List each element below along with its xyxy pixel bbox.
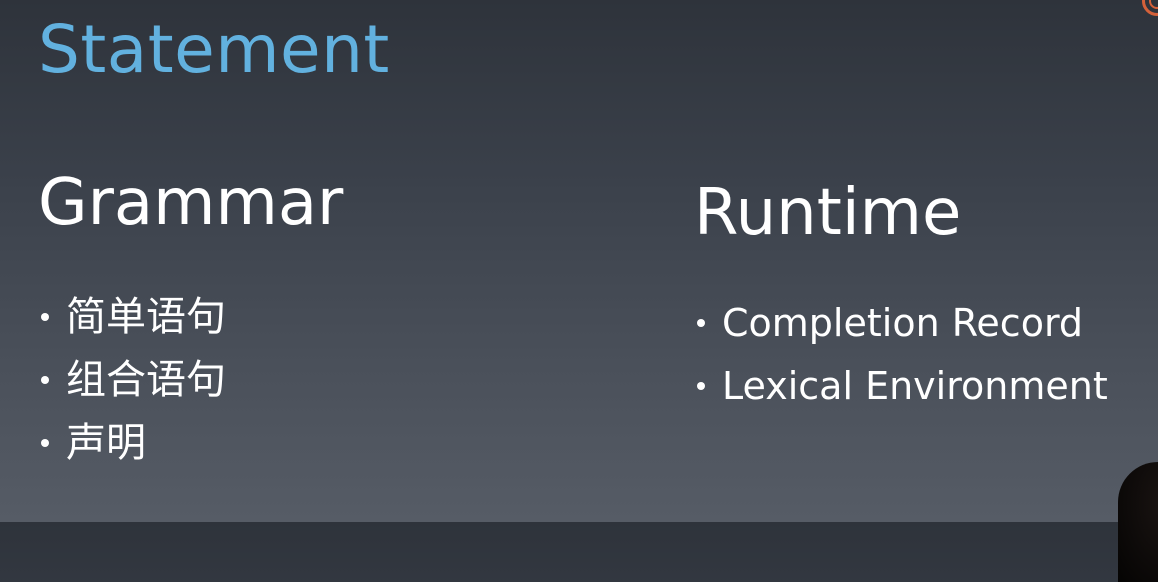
- presenter-video-overlay: [1118, 462, 1158, 582]
- bullet-icon: [41, 439, 49, 447]
- bullet-text: Completion Record: [722, 301, 1084, 345]
- grammar-heading: Grammar: [38, 166, 344, 240]
- bullet-icon: [41, 313, 49, 321]
- slide: Statement Grammar 简单语句 组合语句 声明 Runtime C…: [38, 0, 1158, 582]
- bullet-text: Lexical Environment: [722, 364, 1108, 408]
- logo-icon: [1142, 0, 1158, 16]
- runtime-heading: Runtime: [694, 176, 962, 250]
- slide-title: Statement: [38, 11, 390, 88]
- bullet-text: 组合语句: [66, 357, 226, 403]
- bullet-icon: [697, 382, 705, 390]
- bullet-text: 简单语句: [66, 294, 226, 340]
- bullet-icon: [41, 376, 49, 384]
- grammar-bullet-list: 简单语句 组合语句 声明: [38, 286, 343, 475]
- runtime-column: Runtime Completion Record Lexical Enviro…: [694, 170, 1108, 418]
- runtime-bullet-list: Completion Record Lexical Environment: [694, 292, 1108, 418]
- bullet-icon: [697, 319, 705, 327]
- grammar-bullet-item: 组合语句: [38, 349, 343, 412]
- runtime-bullet-item: Lexical Environment: [694, 355, 1108, 418]
- grammar-bullet-item: 声明: [38, 412, 343, 475]
- bullet-text: 声明: [66, 420, 146, 466]
- grammar-bullet-item: 简单语句: [38, 286, 343, 349]
- runtime-bullet-item: Completion Record: [694, 292, 1108, 355]
- grammar-column: Grammar 简单语句 组合语句 声明: [38, 160, 343, 475]
